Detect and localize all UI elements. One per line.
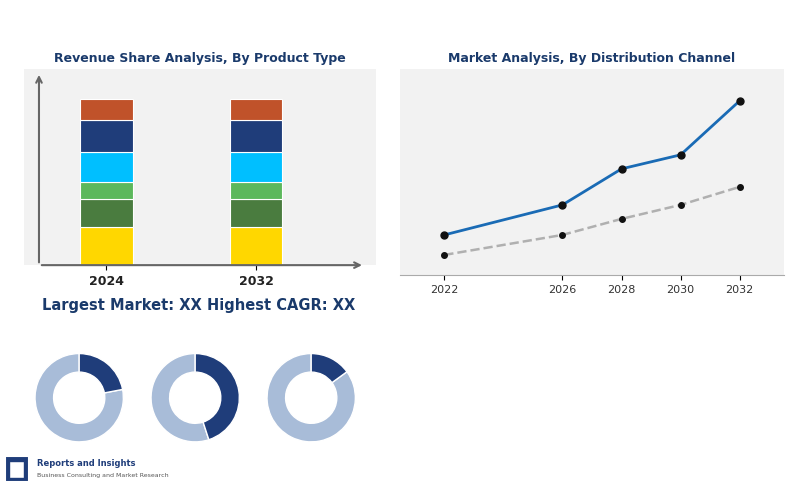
Bar <box>80 152 133 182</box>
Wedge shape <box>151 354 209 442</box>
Wedge shape <box>311 354 347 382</box>
Bar <box>80 182 133 198</box>
Text: Reports and Insights: Reports and Insights <box>38 459 136 468</box>
Wedge shape <box>267 354 355 442</box>
Bar <box>230 182 282 198</box>
Bar <box>230 198 282 227</box>
Title: Market Analysis, By Distribution Channel: Market Analysis, By Distribution Channel <box>449 52 735 65</box>
Bar <box>80 99 133 120</box>
FancyBboxPatch shape <box>6 457 29 482</box>
FancyBboxPatch shape <box>9 461 24 478</box>
Bar <box>230 152 282 182</box>
Wedge shape <box>35 354 123 442</box>
Bar <box>80 120 133 152</box>
Wedge shape <box>195 354 239 440</box>
Text: EUROPE MAINTENANCE REPAIR OVERHAUL DISTRIBUTION MARKET SEGMENT ANALYSIS: EUROPE MAINTENANCE REPAIR OVERHAUL DISTR… <box>10 22 793 36</box>
Text: Largest Market: XX: Largest Market: XX <box>42 299 202 313</box>
Bar <box>80 227 133 265</box>
Wedge shape <box>79 354 122 393</box>
Bar <box>230 227 282 265</box>
Title: Revenue Share Analysis, By Product Type: Revenue Share Analysis, By Product Type <box>54 52 346 65</box>
Text: Highest CAGR: XX: Highest CAGR: XX <box>207 299 355 313</box>
Bar <box>230 120 282 152</box>
Bar <box>80 198 133 227</box>
Bar <box>230 99 282 120</box>
Text: Business Consulting and Market Research: Business Consulting and Market Research <box>38 473 169 478</box>
